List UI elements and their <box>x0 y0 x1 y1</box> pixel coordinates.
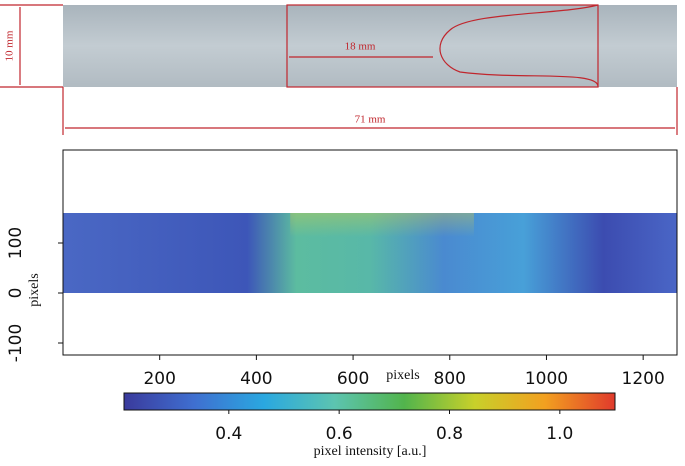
plot-frame <box>62 149 678 356</box>
x-axis-label: pixels <box>386 368 419 383</box>
colorbar-tick-label: 0.4 <box>215 424 242 444</box>
colorbar <box>123 392 616 411</box>
x-tick-label: 800 <box>434 369 466 389</box>
heatmap-overlay <box>290 213 474 293</box>
y-axis-label: pixels <box>27 273 42 306</box>
colorbar-tick-label: 0.8 <box>436 424 463 444</box>
gap-label: 18 mm <box>345 41 376 53</box>
length-label: 71 mm <box>355 114 386 126</box>
colorbar-label: pixel intensity [a.u.] <box>314 444 427 459</box>
y-tick-label: -100 <box>6 324 26 363</box>
x-tick-label: 1200 <box>622 369 665 389</box>
height-label: 10 mm <box>4 30 16 61</box>
x-tick-label: 400 <box>240 369 272 389</box>
colorbar-tick-label: 1.0 <box>546 424 573 444</box>
annotations <box>0 4 678 135</box>
specimen-photo <box>63 5 677 87</box>
x-tick-label: 600 <box>337 369 369 389</box>
x-tick-label: 200 <box>143 369 175 389</box>
y-tick-label: 0 <box>6 288 26 299</box>
colorbar-tick-label: 0.6 <box>326 424 353 444</box>
y-tick-label: 100 <box>6 227 26 259</box>
x-tick-label: 1000 <box>525 369 568 389</box>
